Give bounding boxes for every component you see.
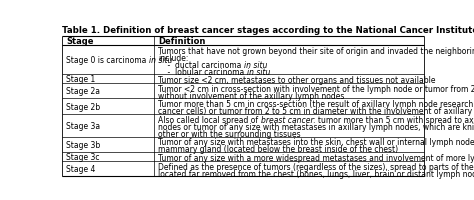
- Text: include:: include:: [158, 53, 189, 62]
- Text: Stage 2b: Stage 2b: [66, 102, 100, 111]
- Text: Tumor <2 cm in cross-section with involvement of the lymph node or tumor from 2 : Tumor <2 cm in cross-section with involv…: [158, 84, 474, 93]
- Text: Tumor size <2 cm, metastases to other organs and tissues not available: Tumor size <2 cm, metastases to other or…: [158, 76, 436, 85]
- Text: Definition: Definition: [158, 37, 206, 46]
- Text: Stage 3c: Stage 3c: [66, 152, 100, 161]
- Text: Stage 3b: Stage 3b: [66, 140, 100, 149]
- Text: Tumor more than 5 cm in cross-section (the result of axillary lymph node researc: Tumor more than 5 cm in cross-section (t…: [158, 100, 474, 109]
- Text: Table 1. Definition of breast cancer stages according to the National Cancer Ins: Table 1. Definition of breast cancer sta…: [63, 26, 474, 35]
- Text: breast cancer: breast cancer: [261, 115, 313, 124]
- Text: in situ: in situ: [149, 56, 173, 65]
- Text: mammary gland (located below the breast inside of the chest): mammary gland (located below the breast …: [158, 145, 399, 154]
- Text: : tumor more than 5 cm with spread to axillary lymph: : tumor more than 5 cm with spread to ax…: [313, 115, 474, 124]
- Text: Stage 1: Stage 1: [66, 75, 95, 84]
- Text: -  lobular carcinoma: - lobular carcinoma: [158, 67, 247, 76]
- Text: Stage 3a: Stage 3a: [66, 121, 100, 130]
- Text: located far removed from the chest (bones, lungs, liver, brain or distant lymph : located far removed from the chest (bone…: [158, 169, 474, 178]
- Text: Stage 4: Stage 4: [66, 164, 96, 173]
- Text: Stage 2a: Stage 2a: [66, 87, 100, 96]
- Text: in situ: in situ: [247, 67, 270, 76]
- Text: Tumors that have not grown beyond their site of origin and invaded the neighbori: Tumors that have not grown beyond their …: [158, 46, 474, 55]
- Text: cancer cells) or tumor from 2 to 5 cm in diameter with the involvement of axilla: cancer cells) or tumor from 2 to 5 cm in…: [158, 107, 474, 116]
- Text: Stage 0 is carcinoma: Stage 0 is carcinoma: [66, 56, 149, 65]
- Text: -  ductal carcinoma: - ductal carcinoma: [158, 60, 244, 69]
- Text: Also called local spread of: Also called local spread of: [158, 115, 261, 124]
- Text: Stage: Stage: [66, 37, 94, 46]
- Text: Tumor of any size with a more widespread metastases and involvement of more lymp: Tumor of any size with a more widespread…: [158, 153, 474, 162]
- Text: in situ: in situ: [244, 60, 267, 69]
- Text: Tumor of any size with metastases into the skin, chest wall or internal lymph no: Tumor of any size with metastases into t…: [158, 138, 474, 147]
- Text: without involvement of the axillary lymph nodes: without involvement of the axillary lymp…: [158, 91, 345, 100]
- Text: nodes or tumor of any size with metastases in axillary lymph nodes, which are kn: nodes or tumor of any size with metastas…: [158, 122, 474, 131]
- Text: Defined as the presence of tumors (regardless of the sizes), spread to parts of : Defined as the presence of tumors (regar…: [158, 162, 474, 171]
- Text: other or with the surrounding tissues: other or with the surrounding tissues: [158, 129, 301, 138]
